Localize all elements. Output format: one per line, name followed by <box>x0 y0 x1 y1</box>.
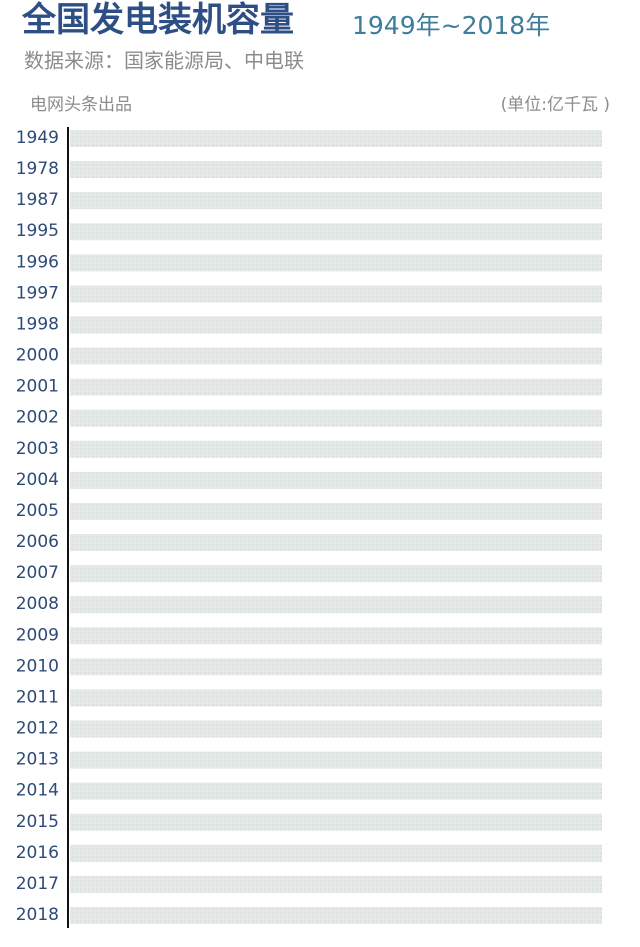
y-tick-label: 2017 <box>16 874 59 894</box>
y-tick-label: 1998 <box>16 314 59 334</box>
y-tick-label: 2006 <box>16 532 59 552</box>
y-tick-label: 2013 <box>16 750 59 770</box>
bar-track <box>70 130 602 147</box>
y-tick-label: 2002 <box>16 408 59 428</box>
bar-track <box>70 440 602 458</box>
y-tick-label: 2005 <box>16 501 59 521</box>
chart-title: 全国发电装机容量 <box>21 0 294 40</box>
y-tick-label: 2008 <box>16 594 59 614</box>
y-tick-label: 1995 <box>16 221 59 241</box>
y-tick-label: 1949 <box>16 128 59 148</box>
y-tick-label: 2004 <box>16 470 59 490</box>
y-tick-label: 1978 <box>16 159 59 179</box>
unit-label: (单位:亿千瓦 ) <box>501 95 610 115</box>
y-tick-label: 2016 <box>16 843 59 863</box>
chart-subtitle: 1949年~2018年 <box>352 11 550 40</box>
bar-track <box>70 813 602 831</box>
bar-track <box>70 534 602 552</box>
y-tick-label: 2012 <box>16 719 59 739</box>
bar-track <box>70 689 602 707</box>
y-tick-label: 2009 <box>16 625 59 645</box>
y-tick-label: 2007 <box>16 563 59 583</box>
bar-track <box>70 502 602 520</box>
bar-track <box>70 192 602 210</box>
bar-track <box>70 782 602 800</box>
bar-track <box>70 223 602 241</box>
bar-track <box>70 378 602 396</box>
bar-track <box>70 751 602 769</box>
y-tick-label: 2000 <box>16 346 59 366</box>
y-tick-label: 1996 <box>16 252 59 272</box>
bar-track <box>70 875 602 893</box>
y-tick-label: 1987 <box>16 190 59 210</box>
bar-track <box>70 844 602 862</box>
bar-track <box>70 471 602 489</box>
bar-track <box>70 161 602 179</box>
bar-track <box>70 596 602 614</box>
y-tick-label: 2003 <box>16 439 59 459</box>
y-tick-label: 2015 <box>16 812 59 832</box>
source: 数据来源：国家能源局、中电联 <box>24 49 304 73</box>
y-tick-label: 2014 <box>16 781 59 801</box>
y-tick-label: 2010 <box>16 656 59 676</box>
bar-track <box>70 907 602 924</box>
credit: 电网头条出品 <box>30 95 132 115</box>
bar-track <box>70 316 602 334</box>
y-tick-label: 2018 <box>16 905 59 925</box>
y-tick-label: 2001 <box>16 377 59 397</box>
bar-track <box>70 627 602 645</box>
bar-track <box>70 565 602 583</box>
bar-track <box>70 347 602 365</box>
bar-track <box>70 720 602 738</box>
bar-track <box>70 658 602 676</box>
y-tick-label: 2011 <box>16 687 59 707</box>
bar-track <box>70 254 602 272</box>
bar-track <box>70 409 602 427</box>
y-tick-label: 1997 <box>16 283 59 303</box>
bar-track <box>70 285 602 303</box>
